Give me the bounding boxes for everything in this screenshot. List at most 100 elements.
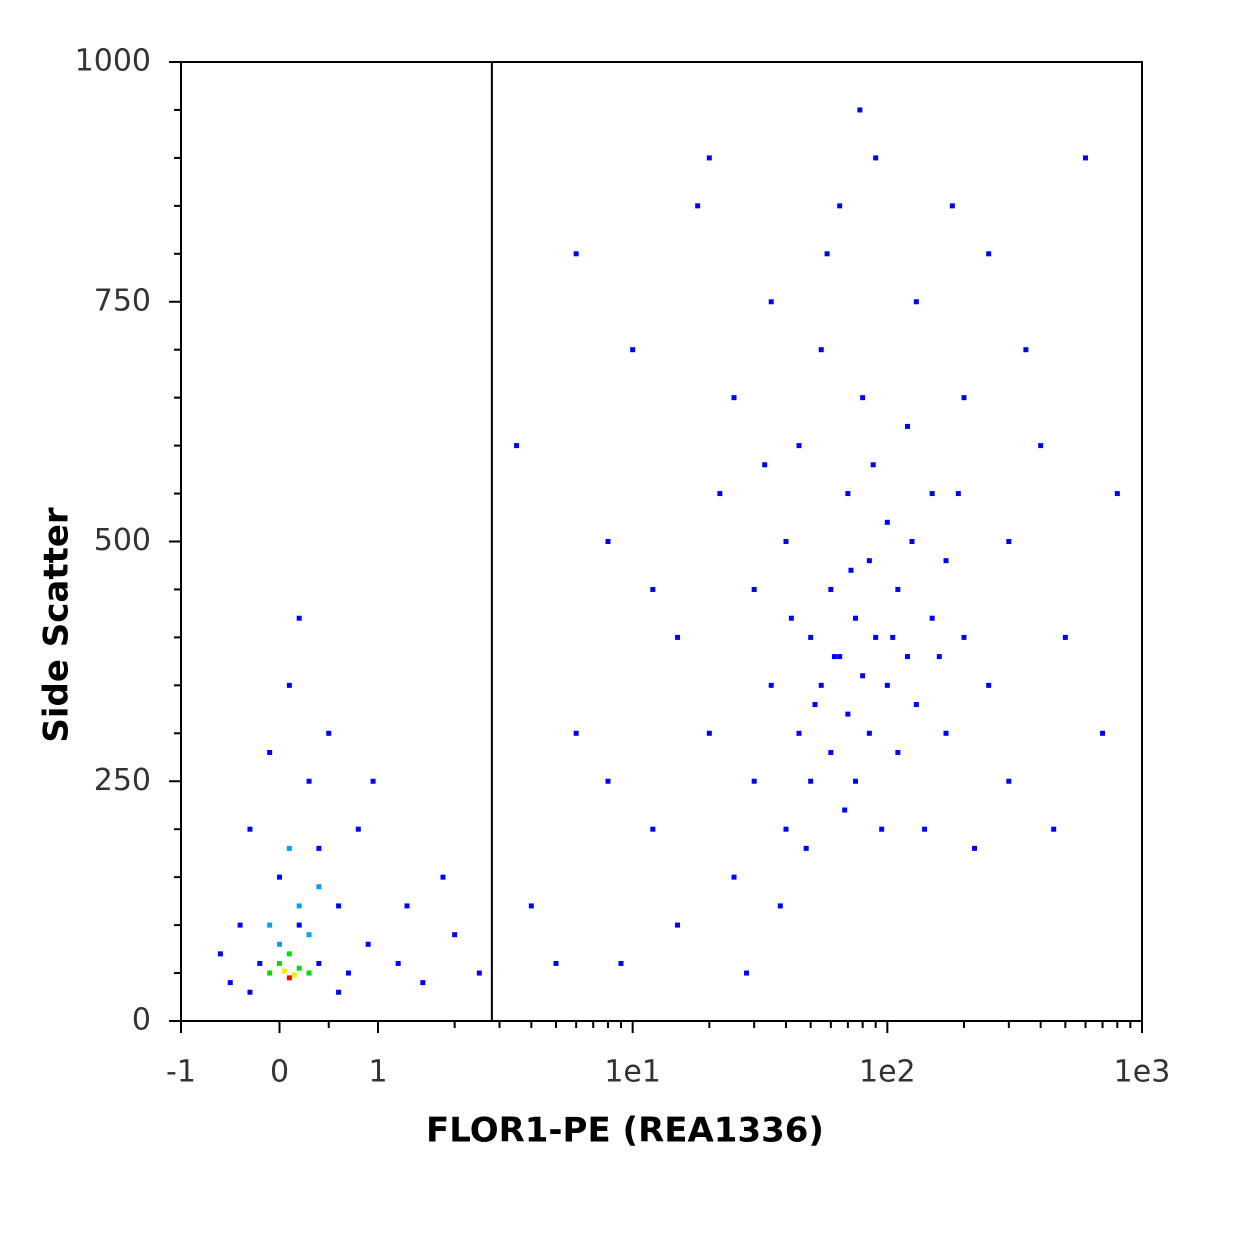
event-dot (884, 519, 890, 525)
event-dot (828, 749, 834, 755)
event-dot (762, 462, 768, 468)
event-dot (961, 395, 967, 401)
event-dot (853, 615, 859, 621)
event-dot (267, 749, 273, 755)
event-dot (929, 615, 935, 621)
event-dot (306, 970, 312, 976)
event-dot (247, 826, 253, 832)
event-dot (605, 778, 611, 784)
event-dot (1062, 634, 1068, 640)
event-dot (936, 654, 942, 660)
event-dot (1100, 730, 1106, 736)
event-dot (866, 730, 872, 736)
y-tick-label: 0 (132, 1003, 151, 1038)
event-dot (296, 615, 302, 621)
event-dot (913, 702, 919, 708)
event-dot (796, 730, 802, 736)
event-dot (751, 778, 757, 784)
event-dot (1051, 826, 1057, 832)
event-dot (955, 491, 961, 497)
event-dot (884, 682, 890, 688)
event-dot (514, 443, 520, 449)
event-dot (227, 980, 233, 986)
event-dot (277, 874, 282, 880)
event-dot (943, 558, 949, 564)
x-tick-label: -1 (166, 1055, 196, 1090)
event-dot (706, 155, 712, 161)
event-dot (860, 395, 866, 401)
event-dot (848, 567, 854, 573)
event-dot (845, 491, 851, 497)
event-dot (326, 730, 332, 736)
event-dot (675, 922, 681, 928)
event-dot (853, 778, 859, 784)
event-dot (281, 968, 287, 974)
x-axis-title: FLOR1-PE (REA1336) (426, 1111, 824, 1151)
event-dot (904, 654, 910, 660)
event-dot (986, 251, 992, 257)
event-dot (783, 539, 789, 544)
event-dot (895, 749, 901, 755)
event-dot (675, 634, 681, 640)
event-dot (618, 960, 624, 966)
event-dot (873, 155, 879, 161)
event-dot (812, 702, 818, 708)
event-dot (768, 299, 774, 305)
event-dot (929, 491, 935, 497)
event-dot (306, 778, 312, 784)
event-dot (316, 960, 322, 966)
event-dot (247, 989, 253, 995)
event-dot (695, 203, 701, 209)
event-dot (895, 586, 901, 592)
event-dot (768, 682, 774, 688)
event-dot (818, 682, 824, 688)
event-dot (842, 807, 848, 813)
x-tick-label: 1 (368, 1055, 387, 1090)
y-tick-label: 750 (94, 283, 151, 318)
y-tick-label: 1000 (75, 44, 151, 79)
x-tick-label: 0 (270, 1055, 289, 1090)
event-dot (217, 951, 223, 957)
event-dot (731, 395, 737, 401)
event-dot (1083, 155, 1089, 161)
event-dot (336, 989, 342, 995)
event-dot (316, 845, 322, 851)
event-dot (837, 654, 843, 660)
y-tick-label: 500 (94, 523, 151, 558)
event-dot (573, 730, 579, 736)
event-dot (860, 673, 866, 679)
event-dot (286, 975, 292, 981)
event-dot (961, 634, 967, 640)
event-dot (922, 826, 928, 832)
event-dot (870, 462, 876, 468)
event-dot (528, 903, 534, 909)
event-dot (1038, 443, 1044, 449)
event-dot (267, 922, 273, 928)
event-dot (365, 941, 371, 947)
event-dot (370, 778, 376, 784)
event-dot (904, 423, 910, 429)
event-dot (553, 960, 559, 966)
event-dot (650, 826, 656, 832)
event-dot (650, 586, 656, 592)
y-tick-label: 250 (94, 763, 151, 798)
event-dot (808, 778, 814, 784)
event-dot (744, 970, 750, 976)
event-dot (909, 539, 915, 544)
event-dot (296, 903, 302, 909)
event-dot (808, 634, 814, 640)
event-dot (866, 558, 872, 564)
event-dot (277, 960, 282, 966)
event-dot (237, 922, 243, 928)
event-dot (890, 634, 896, 640)
event-dot (286, 845, 292, 851)
event-dot (731, 874, 737, 880)
event-dot (257, 960, 263, 966)
event-dot (345, 970, 351, 976)
x-tick-label: 1e1 (604, 1055, 661, 1090)
event-dot (857, 107, 863, 113)
event-dot (972, 845, 978, 851)
event-dot (1023, 347, 1029, 353)
event-dot (824, 251, 830, 257)
